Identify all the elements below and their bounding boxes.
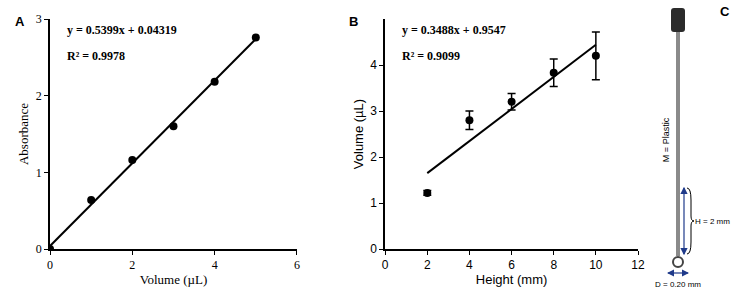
svg-text:R² = 0.9978: R² = 0.9978	[67, 49, 125, 63]
svg-text:Absorbance: Absorbance	[16, 103, 31, 165]
svg-text:Height (mm): Height (mm)	[476, 272, 548, 287]
svg-text:2: 2	[370, 150, 377, 164]
svg-text:C: C	[720, 4, 730, 19]
svg-text:0: 0	[370, 242, 377, 256]
svg-text:6: 6	[508, 258, 515, 272]
svg-text:D = 0.20 mm: D = 0.20 mm	[655, 280, 701, 289]
svg-text:2: 2	[36, 89, 42, 103]
svg-text:B: B	[349, 14, 358, 29]
svg-text:0: 0	[36, 242, 42, 256]
svg-text:Volume (µL): Volume (µL)	[351, 99, 366, 169]
svg-text:12: 12	[631, 258, 645, 272]
svg-text:R² = 0.9099: R² = 0.9099	[402, 49, 460, 63]
svg-text:8: 8	[550, 258, 557, 272]
svg-text:4: 4	[370, 58, 377, 72]
svg-text:4: 4	[212, 258, 218, 272]
svg-text:y = 0.5399x + 0.04319: y = 0.5399x + 0.04319	[67, 23, 177, 37]
svg-text:1: 1	[36, 166, 42, 180]
svg-text:3: 3	[36, 12, 42, 26]
svg-text:4: 4	[466, 258, 473, 272]
svg-text:0: 0	[382, 258, 389, 272]
svg-text:Volume (µL): Volume (µL)	[140, 272, 208, 287]
svg-text:3: 3	[370, 104, 377, 118]
svg-text:M = Plastic: M = Plastic	[661, 117, 671, 162]
svg-text:H = 2 mm: H = 2 mm	[695, 217, 730, 226]
svg-text:1: 1	[370, 196, 377, 210]
svg-text:2: 2	[424, 258, 431, 272]
svg-text:y = 0.3488x + 0.9547: y = 0.3488x + 0.9547	[402, 23, 506, 37]
svg-text:6: 6	[294, 258, 300, 272]
svg-text:2: 2	[129, 258, 135, 272]
svg-text:A: A	[15, 14, 25, 29]
svg-text:10: 10	[589, 258, 603, 272]
svg-text:0: 0	[47, 258, 53, 272]
